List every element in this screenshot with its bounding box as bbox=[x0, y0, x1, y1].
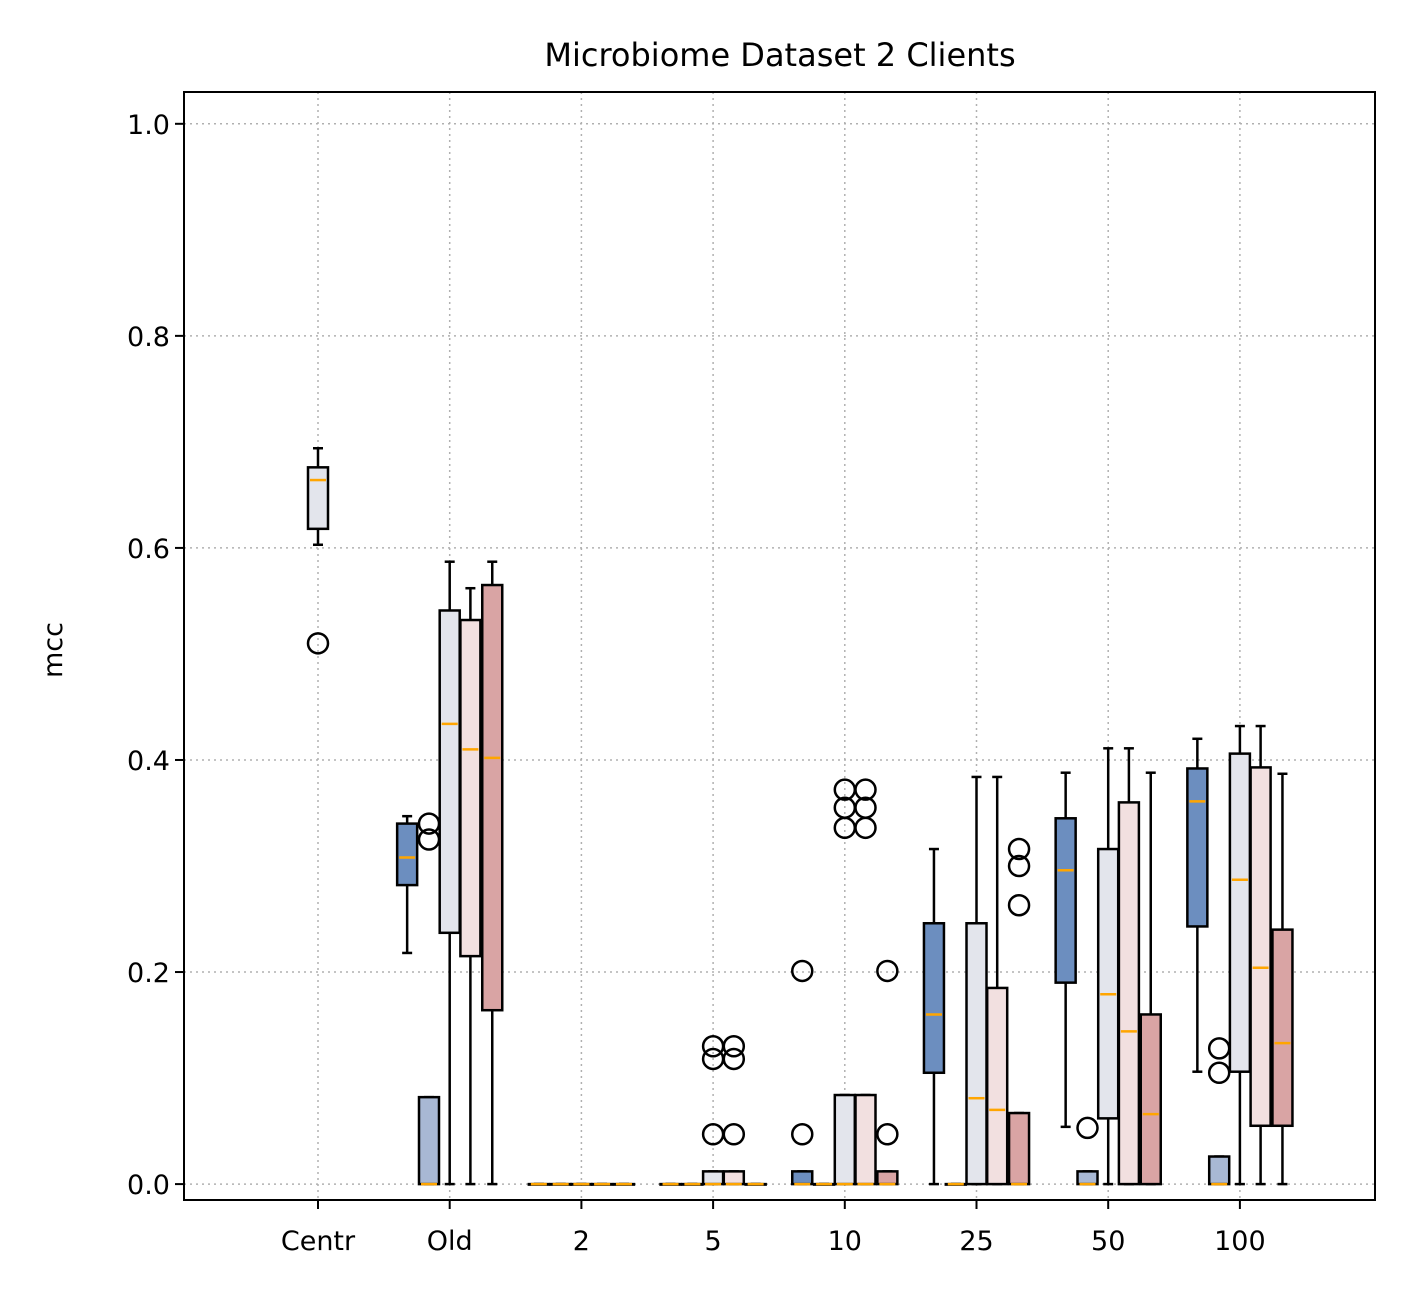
x-tick-label: 5 bbox=[705, 1226, 722, 1257]
box-Old-rose bbox=[481, 560, 504, 1186]
box-body bbox=[833, 1093, 857, 1186]
outlier-point bbox=[1076, 1116, 1099, 1140]
box-body bbox=[459, 618, 482, 958]
box-5-pink bbox=[722, 1035, 746, 1186]
box-body bbox=[1139, 1013, 1162, 1186]
box-2-blue bbox=[527, 1182, 551, 1186]
box-body bbox=[701, 1170, 725, 1186]
box-body bbox=[922, 922, 946, 1075]
x-tick-label: 2 bbox=[573, 1226, 590, 1257]
y-tick-label: 0.8 bbox=[127, 322, 170, 353]
y-tick-label: 1.0 bbox=[127, 110, 170, 141]
box-body bbox=[1076, 1170, 1099, 1186]
box-body bbox=[1007, 1111, 1031, 1186]
box-25-rose bbox=[1007, 837, 1031, 1186]
outlier-point bbox=[306, 632, 330, 655]
box-100-gray bbox=[1228, 724, 1252, 1186]
box-50-pink bbox=[1117, 747, 1141, 1186]
box-body bbox=[1054, 817, 1077, 984]
box-body bbox=[1186, 767, 1209, 928]
box-100-blue bbox=[1186, 737, 1209, 1073]
outlier-point bbox=[1007, 893, 1031, 917]
box-25-gray bbox=[965, 775, 988, 1186]
box-100-pink bbox=[1249, 724, 1272, 1186]
outlier-point bbox=[1007, 837, 1031, 861]
y-tick-label: 0.2 bbox=[127, 958, 170, 989]
box-5-light_blue bbox=[681, 1182, 704, 1186]
box-body bbox=[438, 609, 461, 935]
box-body bbox=[1207, 1155, 1231, 1186]
box-25-blue bbox=[922, 847, 946, 1186]
box-50-blue bbox=[1054, 771, 1077, 1129]
y-tick-label: 0.0 bbox=[127, 1170, 170, 1201]
box-body bbox=[791, 1170, 814, 1186]
box-Centr-gray bbox=[306, 447, 330, 655]
box-body bbox=[306, 466, 330, 531]
box-body bbox=[965, 922, 988, 1186]
box-body bbox=[395, 822, 419, 887]
y-axis-label: mcc bbox=[38, 622, 69, 678]
box-10-rose bbox=[876, 959, 899, 1186]
box-body bbox=[985, 986, 1009, 1186]
box-body bbox=[1271, 928, 1294, 1128]
box-50-light_blue bbox=[1076, 1116, 1099, 1186]
x-tick-label: Centr bbox=[281, 1226, 356, 1257]
box-10-light_blue bbox=[812, 1182, 836, 1186]
outlier-point bbox=[791, 1123, 814, 1146]
x-tick-label: 100 bbox=[1214, 1226, 1266, 1257]
box-10-pink bbox=[854, 778, 877, 1186]
box-25-light_blue bbox=[944, 1182, 968, 1186]
x-tick-label: Old bbox=[427, 1226, 473, 1257]
box-2-pink bbox=[590, 1182, 614, 1186]
x-tick-label: 50 bbox=[1091, 1226, 1125, 1257]
y-tick-label: 0.4 bbox=[127, 746, 170, 777]
box-25-pink bbox=[985, 775, 1009, 1186]
chart-title: Microbiome Dataset 2 Clients bbox=[544, 36, 1015, 74]
box-body bbox=[1249, 766, 1272, 1128]
x-tick-label: 10 bbox=[828, 1226, 862, 1257]
box-Old-blue bbox=[395, 814, 419, 955]
outlier-point bbox=[1007, 854, 1031, 878]
box-2-gray bbox=[570, 1182, 593, 1186]
outlier-point bbox=[876, 1123, 899, 1146]
x-tick-label: 25 bbox=[959, 1226, 993, 1257]
box-body bbox=[1228, 752, 1252, 1073]
box-100-rose bbox=[1271, 772, 1294, 1186]
outlier-point bbox=[854, 796, 877, 819]
box-2-light_blue bbox=[549, 1182, 572, 1186]
box-10-blue bbox=[791, 959, 814, 1186]
box-body bbox=[876, 1170, 899, 1186]
outlier-point bbox=[791, 959, 814, 983]
box-5-rose bbox=[744, 1182, 767, 1186]
box-5-blue bbox=[659, 1182, 682, 1186]
outlier-point bbox=[876, 959, 899, 983]
plot-frame bbox=[183, 91, 1376, 1201]
outlier-point bbox=[854, 778, 877, 801]
box-Old-pink bbox=[459, 586, 482, 1186]
outlier-point bbox=[722, 1047, 746, 1071]
box-2-rose bbox=[612, 1182, 636, 1186]
box-series bbox=[306, 447, 1294, 1186]
outlier-point bbox=[722, 1123, 746, 1146]
box-body bbox=[417, 1095, 441, 1186]
box-body bbox=[481, 583, 504, 1012]
box-body bbox=[722, 1170, 746, 1186]
box-body bbox=[854, 1093, 877, 1186]
box-body bbox=[1096, 847, 1120, 1120]
outlier-point bbox=[722, 1035, 746, 1058]
box-body bbox=[1117, 801, 1141, 1186]
box-50-rose bbox=[1139, 771, 1162, 1186]
y-tick-label: 0.6 bbox=[127, 534, 170, 565]
